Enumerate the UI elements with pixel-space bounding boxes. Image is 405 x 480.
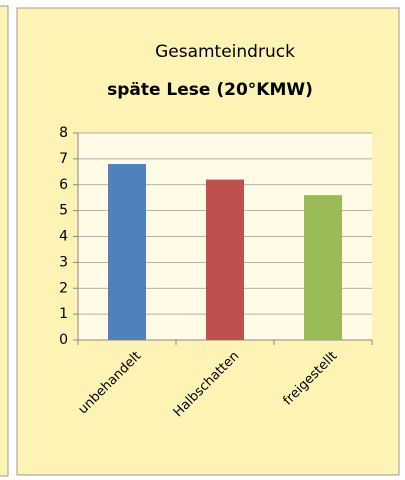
bar <box>108 164 146 340</box>
neighbor-panel <box>0 5 9 477</box>
bar <box>304 195 342 340</box>
y-tick-label: 8 <box>59 125 68 141</box>
y-tick-label: 1 <box>59 306 68 322</box>
chart-subtitle: späte Lese (20°KMW) <box>107 80 313 100</box>
y-tick-label: 4 <box>59 229 68 245</box>
y-tick-label: 5 <box>59 203 68 219</box>
y-tick-label: 6 <box>59 177 68 193</box>
y-tick-label: 0 <box>59 332 68 348</box>
y-tick-label: 3 <box>59 254 68 270</box>
y-tick-label: 7 <box>59 151 68 167</box>
chart-title: Gesamteindruck <box>155 42 295 62</box>
y-tick-label: 2 <box>59 280 68 296</box>
bar <box>206 179 244 340</box>
